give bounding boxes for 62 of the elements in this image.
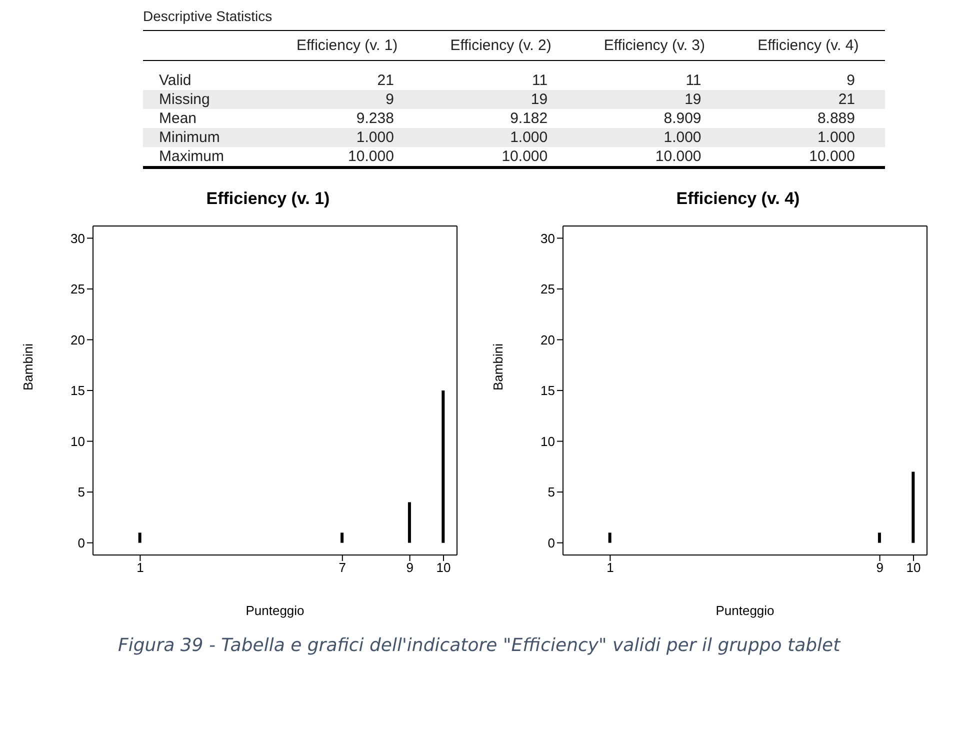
text: 10.000	[348, 148, 394, 165]
y-axis-title: Bambini	[20, 343, 36, 390]
bar	[408, 502, 411, 543]
x-axis-title: Punteggio	[716, 603, 774, 618]
y-tick-label: 0	[78, 535, 85, 550]
x-tick-label: 9	[406, 560, 414, 576]
text: 9.182	[510, 110, 548, 127]
text: 1.000	[817, 129, 855, 146]
text: 8.889	[817, 110, 855, 127]
category-label: Mean	[159, 110, 197, 127]
y-tick-label: 15	[70, 383, 85, 398]
y-tick-label: 5	[548, 484, 555, 500]
text: 10.000	[502, 148, 548, 165]
text: 9	[846, 72, 855, 89]
text: 1.000	[510, 129, 548, 146]
text: 9.238	[356, 110, 394, 127]
category-label: Missing	[159, 91, 210, 108]
x-tick-label: 1	[606, 560, 614, 576]
x-tick-label: 9	[876, 560, 884, 576]
x-tick-label: 1	[136, 560, 144, 576]
y-tick-label: 10	[540, 434, 555, 449]
y-tick-label: 20	[540, 332, 555, 348]
category-label: Maximum	[159, 148, 224, 165]
y-tick-label: 25	[540, 282, 555, 297]
y-axis-title: Bambini	[490, 343, 506, 390]
y-tick-label: 30	[540, 230, 555, 246]
text: 1.000	[356, 129, 394, 146]
category-label: Efficiency (v. 3)	[602, 36, 706, 56]
y-tick-label: 20	[70, 332, 85, 348]
x-tick-label: 7	[338, 560, 346, 576]
chart-title: Efficiency (v. 1)	[205, 189, 331, 210]
y-tick-label: 5	[78, 484, 85, 500]
bar	[442, 390, 445, 543]
text: 11	[686, 72, 702, 89]
text: 10.000	[655, 148, 702, 165]
text: 8.909	[664, 110, 702, 127]
category-label: Efficiency (v. 4)	[756, 36, 860, 56]
y-tick-label: 25	[70, 282, 85, 297]
text: Figura 39 - Tabella e grafici dell'indicatore "Efficiency" validi per il gruppo tablet	[118, 635, 842, 656]
text: 19	[530, 91, 548, 108]
y-tick-label: 0	[548, 535, 555, 550]
bar	[340, 532, 344, 543]
text: 11	[532, 72, 548, 89]
text: 1.000	[664, 129, 702, 146]
x-axis-title: Punteggio	[246, 603, 304, 618]
y-tick-label: 30	[70, 230, 85, 246]
category-label: Efficiency (v. 2)	[449, 36, 552, 56]
category-label: Efficiency (v. 1)	[296, 36, 399, 56]
text: 10.000	[809, 148, 855, 165]
text: 21	[838, 91, 855, 108]
text: 19	[684, 91, 702, 108]
text: Descriptive Statistics	[143, 8, 274, 24]
y-tick-label: 10	[70, 434, 85, 449]
bar	[138, 532, 142, 543]
y-tick-label: 15	[540, 383, 555, 398]
x-tick-label: 10	[906, 560, 921, 576]
x-tick-label: 10	[436, 560, 451, 576]
category-label: Minimum	[159, 129, 220, 146]
category-label: Valid	[159, 72, 192, 89]
text: 21	[377, 72, 394, 89]
chart-title: Efficiency (v. 4)	[675, 189, 801, 210]
text: 9	[386, 91, 394, 108]
